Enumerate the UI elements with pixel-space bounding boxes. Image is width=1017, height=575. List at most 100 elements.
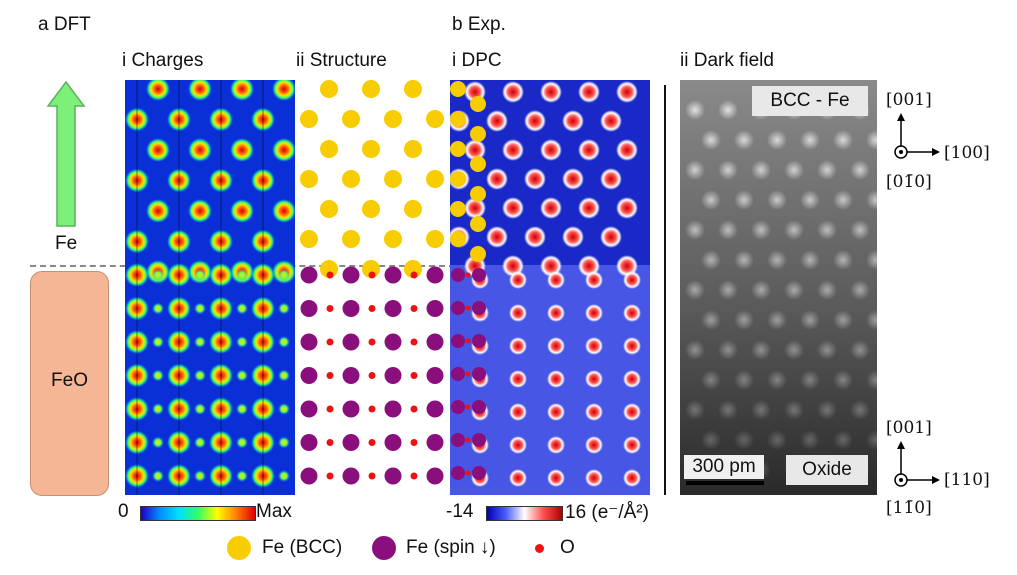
- dpc-peak: [509, 337, 527, 355]
- dpc-peak: [486, 226, 508, 248]
- dpc-peak: [578, 139, 600, 161]
- fe-spin-atom: [300, 467, 318, 485]
- dark-field-spot: [800, 370, 820, 390]
- dpc-overlay-fe-bcc: [450, 141, 466, 157]
- charge-peak: [146, 138, 170, 162]
- fe-spin-atom: [300, 333, 318, 351]
- dpc-peak: [562, 226, 584, 248]
- fe-spin-atom: [342, 266, 360, 284]
- charge-peak-small: [278, 436, 290, 449]
- dark-field-spot: [767, 190, 787, 210]
- fe-bcc-atom: [342, 230, 360, 248]
- charge-peak: [272, 138, 295, 162]
- fe-spin-atom: [300, 300, 318, 317]
- panel-a-title: a DFT: [38, 14, 91, 35]
- dpc-overlay-fe-bcc: [470, 156, 486, 172]
- dpc-peak: [464, 139, 486, 161]
- dpc-overlay-fe-spin: [451, 301, 465, 315]
- fe-spin-atom: [384, 400, 402, 418]
- fe-bcc-atom: [320, 200, 338, 218]
- legend-fe-spin-marker: [372, 536, 396, 560]
- fe-bcc-atom: [362, 260, 380, 278]
- legend-fe-spin: Fe (spin ↓): [406, 537, 496, 558]
- dark-field-image: [680, 80, 877, 495]
- charges-title: i Charges: [122, 50, 204, 71]
- charge-peak: [188, 199, 212, 223]
- panel-divider: [664, 85, 666, 495]
- charge-peak-small: [278, 302, 290, 315]
- dpc-peak: [623, 469, 641, 487]
- dpc-colorbar-min: -14: [446, 501, 474, 522]
- fe-bcc-atom: [384, 170, 402, 188]
- charges-colorbar-min: 0: [118, 501, 129, 522]
- dark-field-spot: [850, 280, 870, 300]
- dpc-overlay-fe-spin: [472, 466, 486, 480]
- charge-peak: [146, 199, 170, 223]
- dpc-peak: [547, 403, 565, 421]
- dpc-overlay-fe-bcc: [450, 201, 466, 217]
- charge-peak-small: [278, 369, 290, 382]
- dark-field-spot: [833, 250, 853, 270]
- charge-peak: [188, 80, 212, 101]
- dpc-peak: [562, 110, 584, 132]
- dark-field-spot: [784, 160, 804, 180]
- orient-top-out: [01̄0]: [886, 172, 932, 192]
- dpc-overlay-fe-bcc: [470, 216, 486, 232]
- charge-peak-small: [194, 302, 206, 315]
- charge-peak-small: [152, 336, 164, 348]
- charge-peak-small: [152, 403, 164, 415]
- fe-bcc-atom: [300, 230, 318, 248]
- dpc-peak: [502, 81, 524, 103]
- dark-field-spot: [866, 430, 877, 450]
- dark-field-spot: [718, 340, 738, 360]
- dark-field-spot: [685, 160, 705, 180]
- oxygen-atom: [326, 271, 334, 279]
- fe-spin-atom: [384, 300, 402, 317]
- dpc-peak: [623, 271, 641, 289]
- dark-field-spot: [767, 310, 787, 330]
- bcc-fe-tag: BCC - Fe: [752, 86, 868, 116]
- dark-field-spot: [734, 250, 754, 270]
- charge-peak-small: [194, 369, 206, 382]
- dpc-peak: [502, 197, 524, 219]
- dark-field-spot: [866, 250, 877, 270]
- dark-field-spot: [701, 310, 721, 330]
- charge-peak: [272, 80, 295, 101]
- dpc-overlay-oxygen: [465, 371, 471, 377]
- oxygen-atom: [368, 472, 376, 480]
- dark-field-spot: [850, 340, 870, 360]
- legend-fe-bcc: Fe (BCC): [262, 537, 343, 558]
- dark-field-spot: [784, 340, 804, 360]
- dpc-peak: [585, 304, 603, 322]
- fe-spin-atom: [342, 434, 360, 451]
- legend-oxygen: O: [560, 537, 575, 558]
- orient-top-right: [100]: [944, 143, 990, 163]
- fe-spin-atom: [342, 467, 360, 485]
- dark-field-spot: [685, 400, 705, 420]
- fe-spin-atom: [426, 300, 444, 317]
- dpc-peak: [540, 139, 562, 161]
- fe-bcc-atom: [426, 110, 444, 128]
- dpc-overlay-fe-bcc: [470, 96, 486, 112]
- dark-field-spot: [701, 250, 721, 270]
- charge-peak-small: [278, 470, 290, 482]
- dpc-title: i DPC: [452, 50, 502, 71]
- dpc-peak: [600, 168, 622, 190]
- fe-spin-atom: [426, 434, 444, 451]
- dark-field-spot: [701, 370, 721, 390]
- charge-peak-small: [152, 269, 164, 281]
- fe-bcc-atom: [300, 170, 318, 188]
- scale-bar: [686, 481, 764, 485]
- charge-peak: [230, 138, 254, 162]
- dpc-overlay-oxygen: [465, 404, 471, 410]
- feo-region-box: [30, 271, 109, 496]
- fe-bcc-atom: [342, 170, 360, 188]
- fe-spin-atom: [384, 266, 402, 284]
- fe-spin-atom: [300, 434, 318, 451]
- feo-label: FeO: [51, 370, 88, 391]
- dpc-overlay-oxygen: [465, 305, 471, 311]
- charge-peak-small: [152, 470, 164, 482]
- atomic-structure-map: [300, 80, 444, 485]
- fe-spin-atom: [426, 367, 444, 384]
- dark-field-spot: [718, 220, 738, 240]
